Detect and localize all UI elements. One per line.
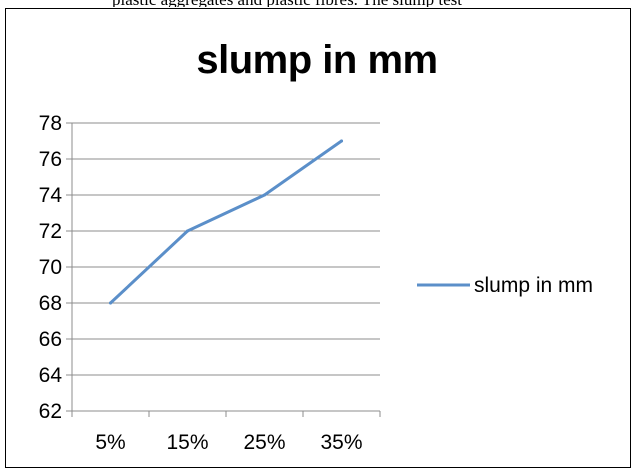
- y-tick-label-74: 74: [39, 184, 63, 207]
- y-tick-label-78: 78: [39, 112, 62, 135]
- y-tick-label-76: 76: [39, 148, 62, 171]
- y-tick-label-66: 66: [39, 328, 62, 351]
- y-tick-label-70: 70: [39, 256, 62, 279]
- x-tick-label-3: 35%: [320, 431, 362, 454]
- legend-label-0: slump in mm: [474, 274, 593, 297]
- data-point-0-2: [263, 193, 266, 197]
- y-tick-label-64: 64: [39, 364, 63, 387]
- x-tick-label-0: 5%: [95, 431, 125, 454]
- chart-frame: [5, 8, 631, 468]
- series-line-0: [109, 139, 343, 305]
- y-tick-label-62: 62: [39, 400, 62, 423]
- chart-title: slump in mm: [196, 38, 438, 82]
- y-tick-label-68: 68: [39, 292, 62, 315]
- y-tick-label-72: 72: [39, 220, 62, 243]
- partial-top-text: plastic aggregates and plastic fibres. T…: [0, 0, 634, 7]
- data-point-0-0: [109, 301, 112, 305]
- x-tick-label-1: 15%: [166, 431, 208, 454]
- data-point-0-1: [186, 229, 189, 233]
- x-tick-label-2: 25%: [243, 431, 285, 454]
- data-point-0-3: [340, 139, 343, 143]
